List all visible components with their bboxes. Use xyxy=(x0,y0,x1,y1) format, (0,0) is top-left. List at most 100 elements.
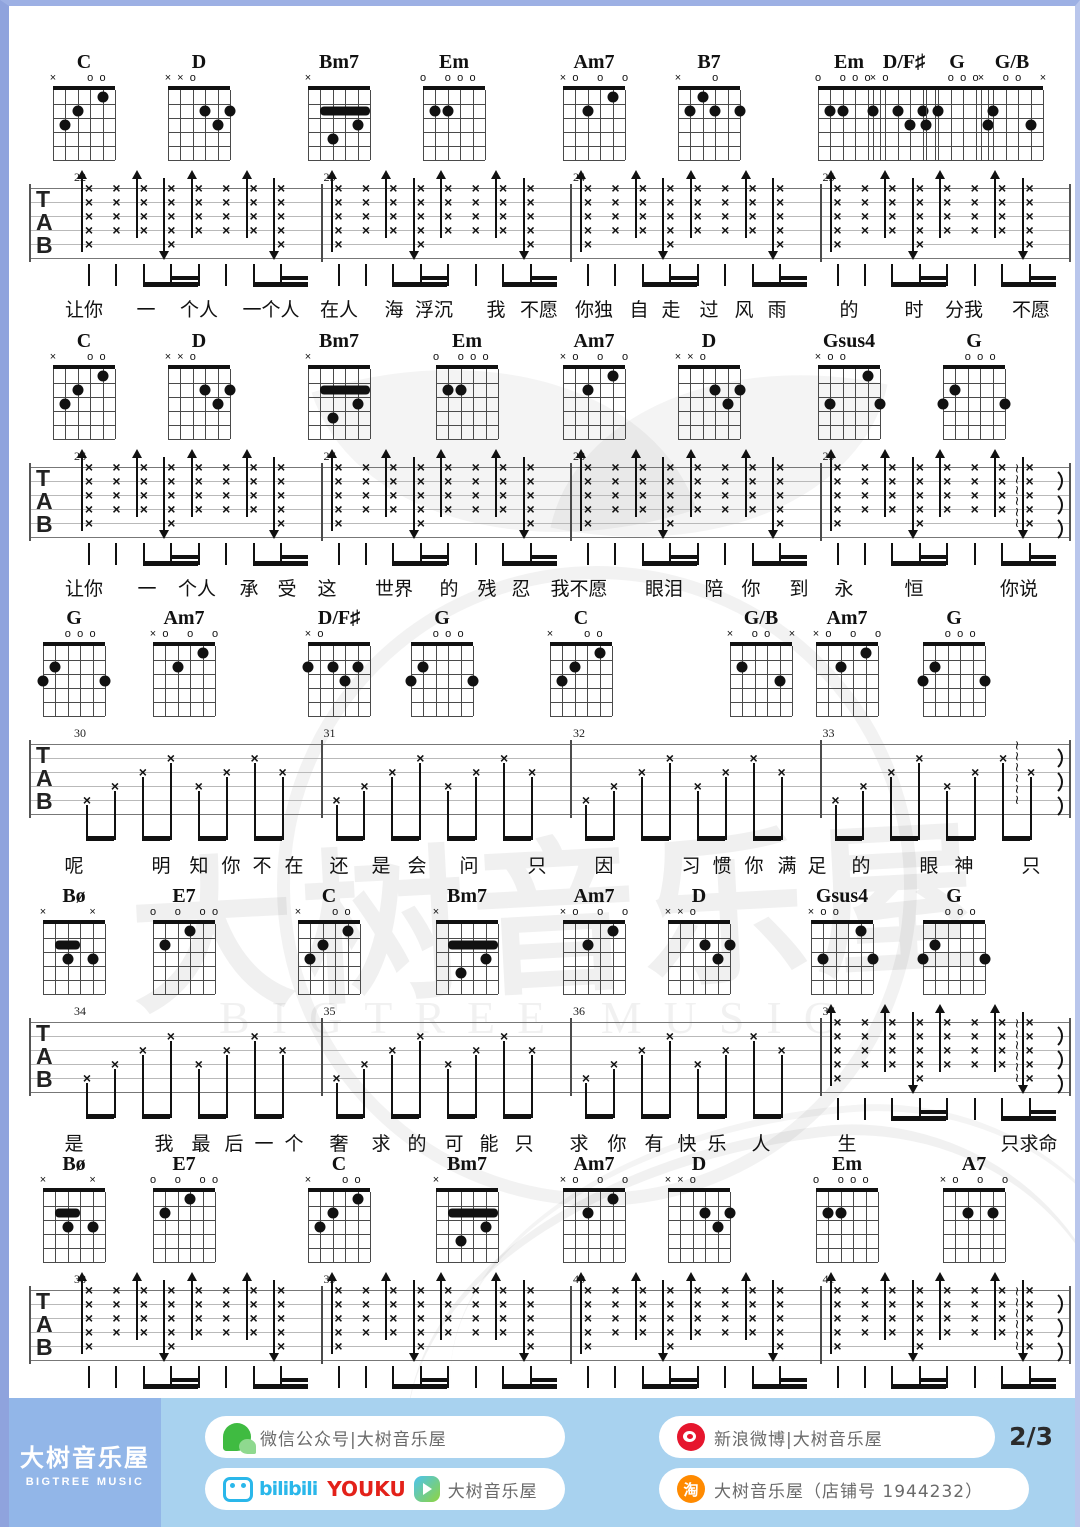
mute-note: × xyxy=(888,1324,897,1340)
muted-string-icon: × xyxy=(39,1174,47,1186)
mute-note: × xyxy=(334,208,343,224)
barre xyxy=(55,940,81,950)
fretboard-grid xyxy=(811,920,879,995)
downstroke-arrow xyxy=(269,1280,280,1362)
lyric-syllable: 求 xyxy=(371,1133,391,1155)
mute-note: × xyxy=(638,473,647,489)
lyric-syllable: 的 xyxy=(439,578,459,600)
mute-note: × xyxy=(444,1310,453,1326)
badge-weibo[interactable]: 新浪微博|大树音乐屋 xyxy=(659,1416,995,1458)
mute-note: × xyxy=(361,473,371,489)
finger-dot xyxy=(569,661,581,673)
note-stem xyxy=(973,1098,976,1120)
mute-note: × xyxy=(943,1310,952,1326)
finger-dot xyxy=(480,1221,492,1233)
mute-note: × xyxy=(526,1296,535,1312)
string-line xyxy=(816,646,817,716)
mute-note: × xyxy=(334,1310,343,1326)
mute-note: × xyxy=(278,1042,287,1058)
note-stem xyxy=(641,543,644,565)
beam xyxy=(640,1114,669,1119)
fretboard-grid xyxy=(818,365,886,440)
mute-note: × xyxy=(970,473,979,489)
string-line xyxy=(460,90,462,160)
string-line xyxy=(448,646,450,716)
tab-clef-letter: T xyxy=(36,742,51,768)
mute-note: × xyxy=(693,501,702,517)
fret-line xyxy=(563,938,625,939)
upstroke-arrow xyxy=(685,1272,696,1340)
chord-name: C xyxy=(76,51,92,73)
finger-dot xyxy=(59,398,71,410)
mute-note: × xyxy=(611,1324,620,1340)
beam-secondary xyxy=(1028,1110,1056,1114)
let-ring-arc xyxy=(1033,792,1063,820)
tab-clef-letter: A xyxy=(36,1311,53,1337)
fret-line xyxy=(308,160,370,161)
badge-video[interactable]: bilibili YOUKU 大树音乐屋 xyxy=(205,1468,565,1510)
chord-diagram-Am7: Am7 × o o o xyxy=(559,331,629,440)
beam xyxy=(447,836,476,841)
mute-note: × xyxy=(139,1282,148,1298)
mute-note: × xyxy=(526,515,535,531)
lyric-syllable: 承 xyxy=(239,578,259,600)
beam xyxy=(696,1114,725,1119)
mute-note: × xyxy=(860,1014,870,1030)
badge-wechat[interactable]: 微信公众号|大树音乐屋 xyxy=(205,1416,565,1458)
fret-line xyxy=(923,688,985,689)
mute-note: × xyxy=(112,459,121,475)
note-stem xyxy=(918,543,921,565)
string-line xyxy=(308,90,309,160)
muted-string-icon: × xyxy=(546,628,554,640)
chord-name: Em xyxy=(834,51,864,73)
mute-note: × xyxy=(998,1296,1007,1312)
mute-note: × xyxy=(721,459,730,475)
chord-diagram-B: Bø × × xyxy=(39,1154,109,1263)
mute-note: × xyxy=(860,194,870,210)
finger-dot xyxy=(932,105,944,117)
beam-secondary xyxy=(669,1378,697,1382)
mute-note: × xyxy=(860,1310,870,1326)
let-ring-arc xyxy=(1033,1070,1063,1098)
mute-note: × xyxy=(444,1282,453,1298)
fretboard-grid xyxy=(818,86,881,161)
string-line xyxy=(943,1192,944,1262)
tab-clef-letter: T xyxy=(36,1288,51,1314)
string-line xyxy=(668,924,669,994)
note-stem xyxy=(225,543,228,565)
fret-line xyxy=(818,104,880,105)
open-string-icon: o xyxy=(964,351,971,363)
string-line xyxy=(498,369,499,439)
chord-diagram-Em: Em o o o o xyxy=(419,52,489,161)
chord-diagram-Am7: Am7 × o o o xyxy=(812,608,882,717)
string-line xyxy=(740,369,741,439)
beam-secondary xyxy=(669,555,697,559)
mute-note: × xyxy=(915,1282,924,1298)
muted-string-icon: × xyxy=(304,628,312,640)
badge-wechat-label: 微信公众号|大树音乐屋 xyxy=(260,1429,447,1450)
upstroke-arrow xyxy=(740,170,751,238)
fret-line xyxy=(308,146,370,147)
badge-taobao[interactable]: 淘 大树音乐屋（店铺号 1944232） xyxy=(659,1468,1029,1510)
fret-line xyxy=(168,439,230,440)
lyric-syllable: 风 xyxy=(734,299,754,321)
tab-string-line xyxy=(29,1290,1071,1291)
mute-note: × xyxy=(666,459,675,475)
fret-line xyxy=(818,397,880,398)
string-line xyxy=(972,924,974,994)
mute-note: × xyxy=(970,1042,979,1058)
note-stem xyxy=(641,264,644,286)
fret-line xyxy=(423,104,485,105)
note-stem xyxy=(973,264,976,286)
mute-note: × xyxy=(915,1056,924,1072)
open-string-icon: o xyxy=(989,351,996,363)
mute-note: × xyxy=(194,473,203,489)
beam xyxy=(834,836,863,841)
string-line xyxy=(90,90,92,160)
finger-dot xyxy=(699,1207,711,1219)
note-stem xyxy=(836,264,839,286)
mute-note: × xyxy=(721,194,730,210)
note-stem xyxy=(724,777,727,840)
